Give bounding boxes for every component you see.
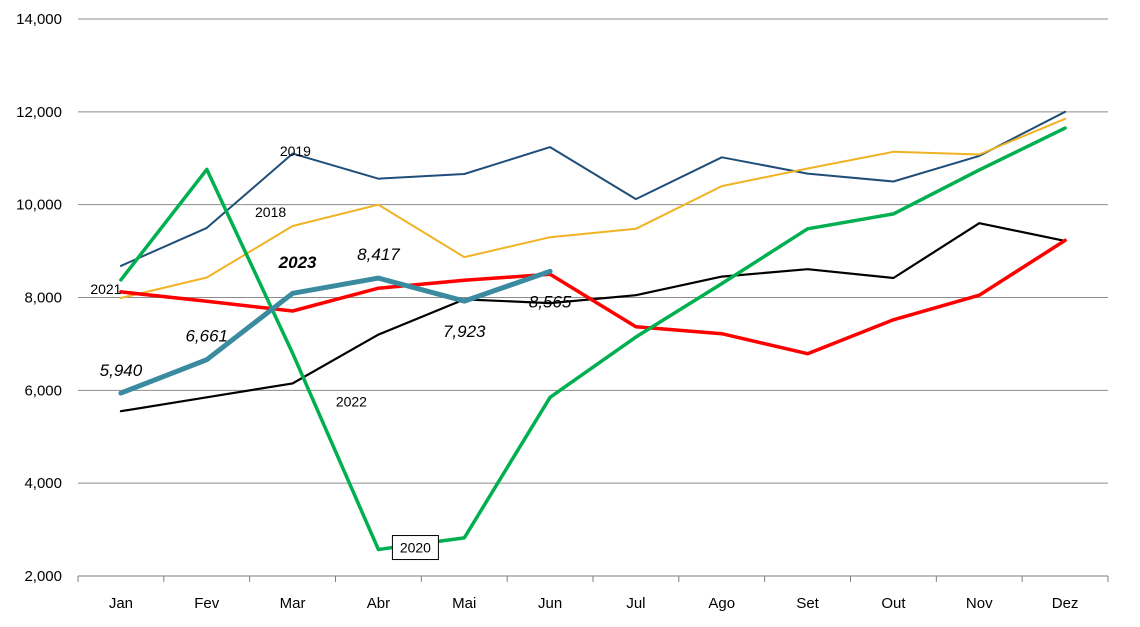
series-line-2021 bbox=[119, 238, 1067, 356]
series-name-label: 2019 bbox=[280, 143, 311, 159]
x-tick-label: Mai bbox=[452, 595, 476, 612]
x-axis: Jan Fev Mar Abr Mai Jun Jul Ago Set Out Nov Dez bbox=[77, 575, 1109, 612]
series-line-2018 bbox=[119, 117, 1067, 299]
data-label: 8,417 bbox=[357, 245, 400, 264]
annotations: 5,940 6,661 8,417 7,923 8,565 2019 2018 2023 202… bbox=[90, 143, 572, 561]
series-line-2019 bbox=[119, 110, 1067, 267]
series-name-label: 2023 bbox=[278, 253, 317, 272]
series-name-label: 2020 bbox=[400, 540, 431, 556]
x-tick-label: Jul bbox=[626, 595, 645, 612]
series-name-label: 2018 bbox=[255, 204, 286, 220]
data-label: 5,940 bbox=[100, 361, 143, 380]
x-tick-label: Dez bbox=[1052, 595, 1079, 612]
y-axis: 2,000 4,000 6,000 8,000 10,000 12,000 14,000 bbox=[16, 11, 62, 585]
y-tick-label: 4,000 bbox=[24, 475, 62, 492]
y-tick-label: 8,000 bbox=[24, 290, 62, 307]
series-lines bbox=[118, 110, 1067, 552]
x-tick-label: Set bbox=[796, 595, 819, 612]
x-tick-label: Jan bbox=[109, 595, 133, 612]
series-name-label: 2021 bbox=[90, 281, 121, 297]
x-tick-label: Fev bbox=[194, 595, 220, 612]
y-tick-label: 12,000 bbox=[16, 104, 62, 121]
y-tick-label: 6,000 bbox=[24, 382, 62, 399]
y-tick-label: 10,000 bbox=[16, 197, 62, 214]
data-label: 6,661 bbox=[185, 327, 228, 346]
series-line-2023 bbox=[118, 268, 553, 396]
data-label: 8,565 bbox=[529, 292, 572, 311]
x-tick-label: Abr bbox=[367, 595, 390, 612]
y-tick-label: 14,000 bbox=[16, 11, 62, 28]
series-line-2020 bbox=[119, 126, 1067, 552]
x-tick-label: Out bbox=[881, 595, 906, 612]
x-tick-label: Jun bbox=[538, 595, 562, 612]
gridlines bbox=[78, 18, 1108, 484]
x-tick-label: Nov bbox=[966, 595, 993, 612]
x-tick-label: Mar bbox=[280, 595, 306, 612]
x-tick-label: Ago bbox=[708, 595, 735, 612]
series-name-box bbox=[391, 535, 439, 561]
y-tick-label: 2,000 bbox=[24, 568, 62, 585]
data-label: 7,923 bbox=[443, 322, 486, 341]
series-name-label: 2022 bbox=[336, 394, 367, 410]
